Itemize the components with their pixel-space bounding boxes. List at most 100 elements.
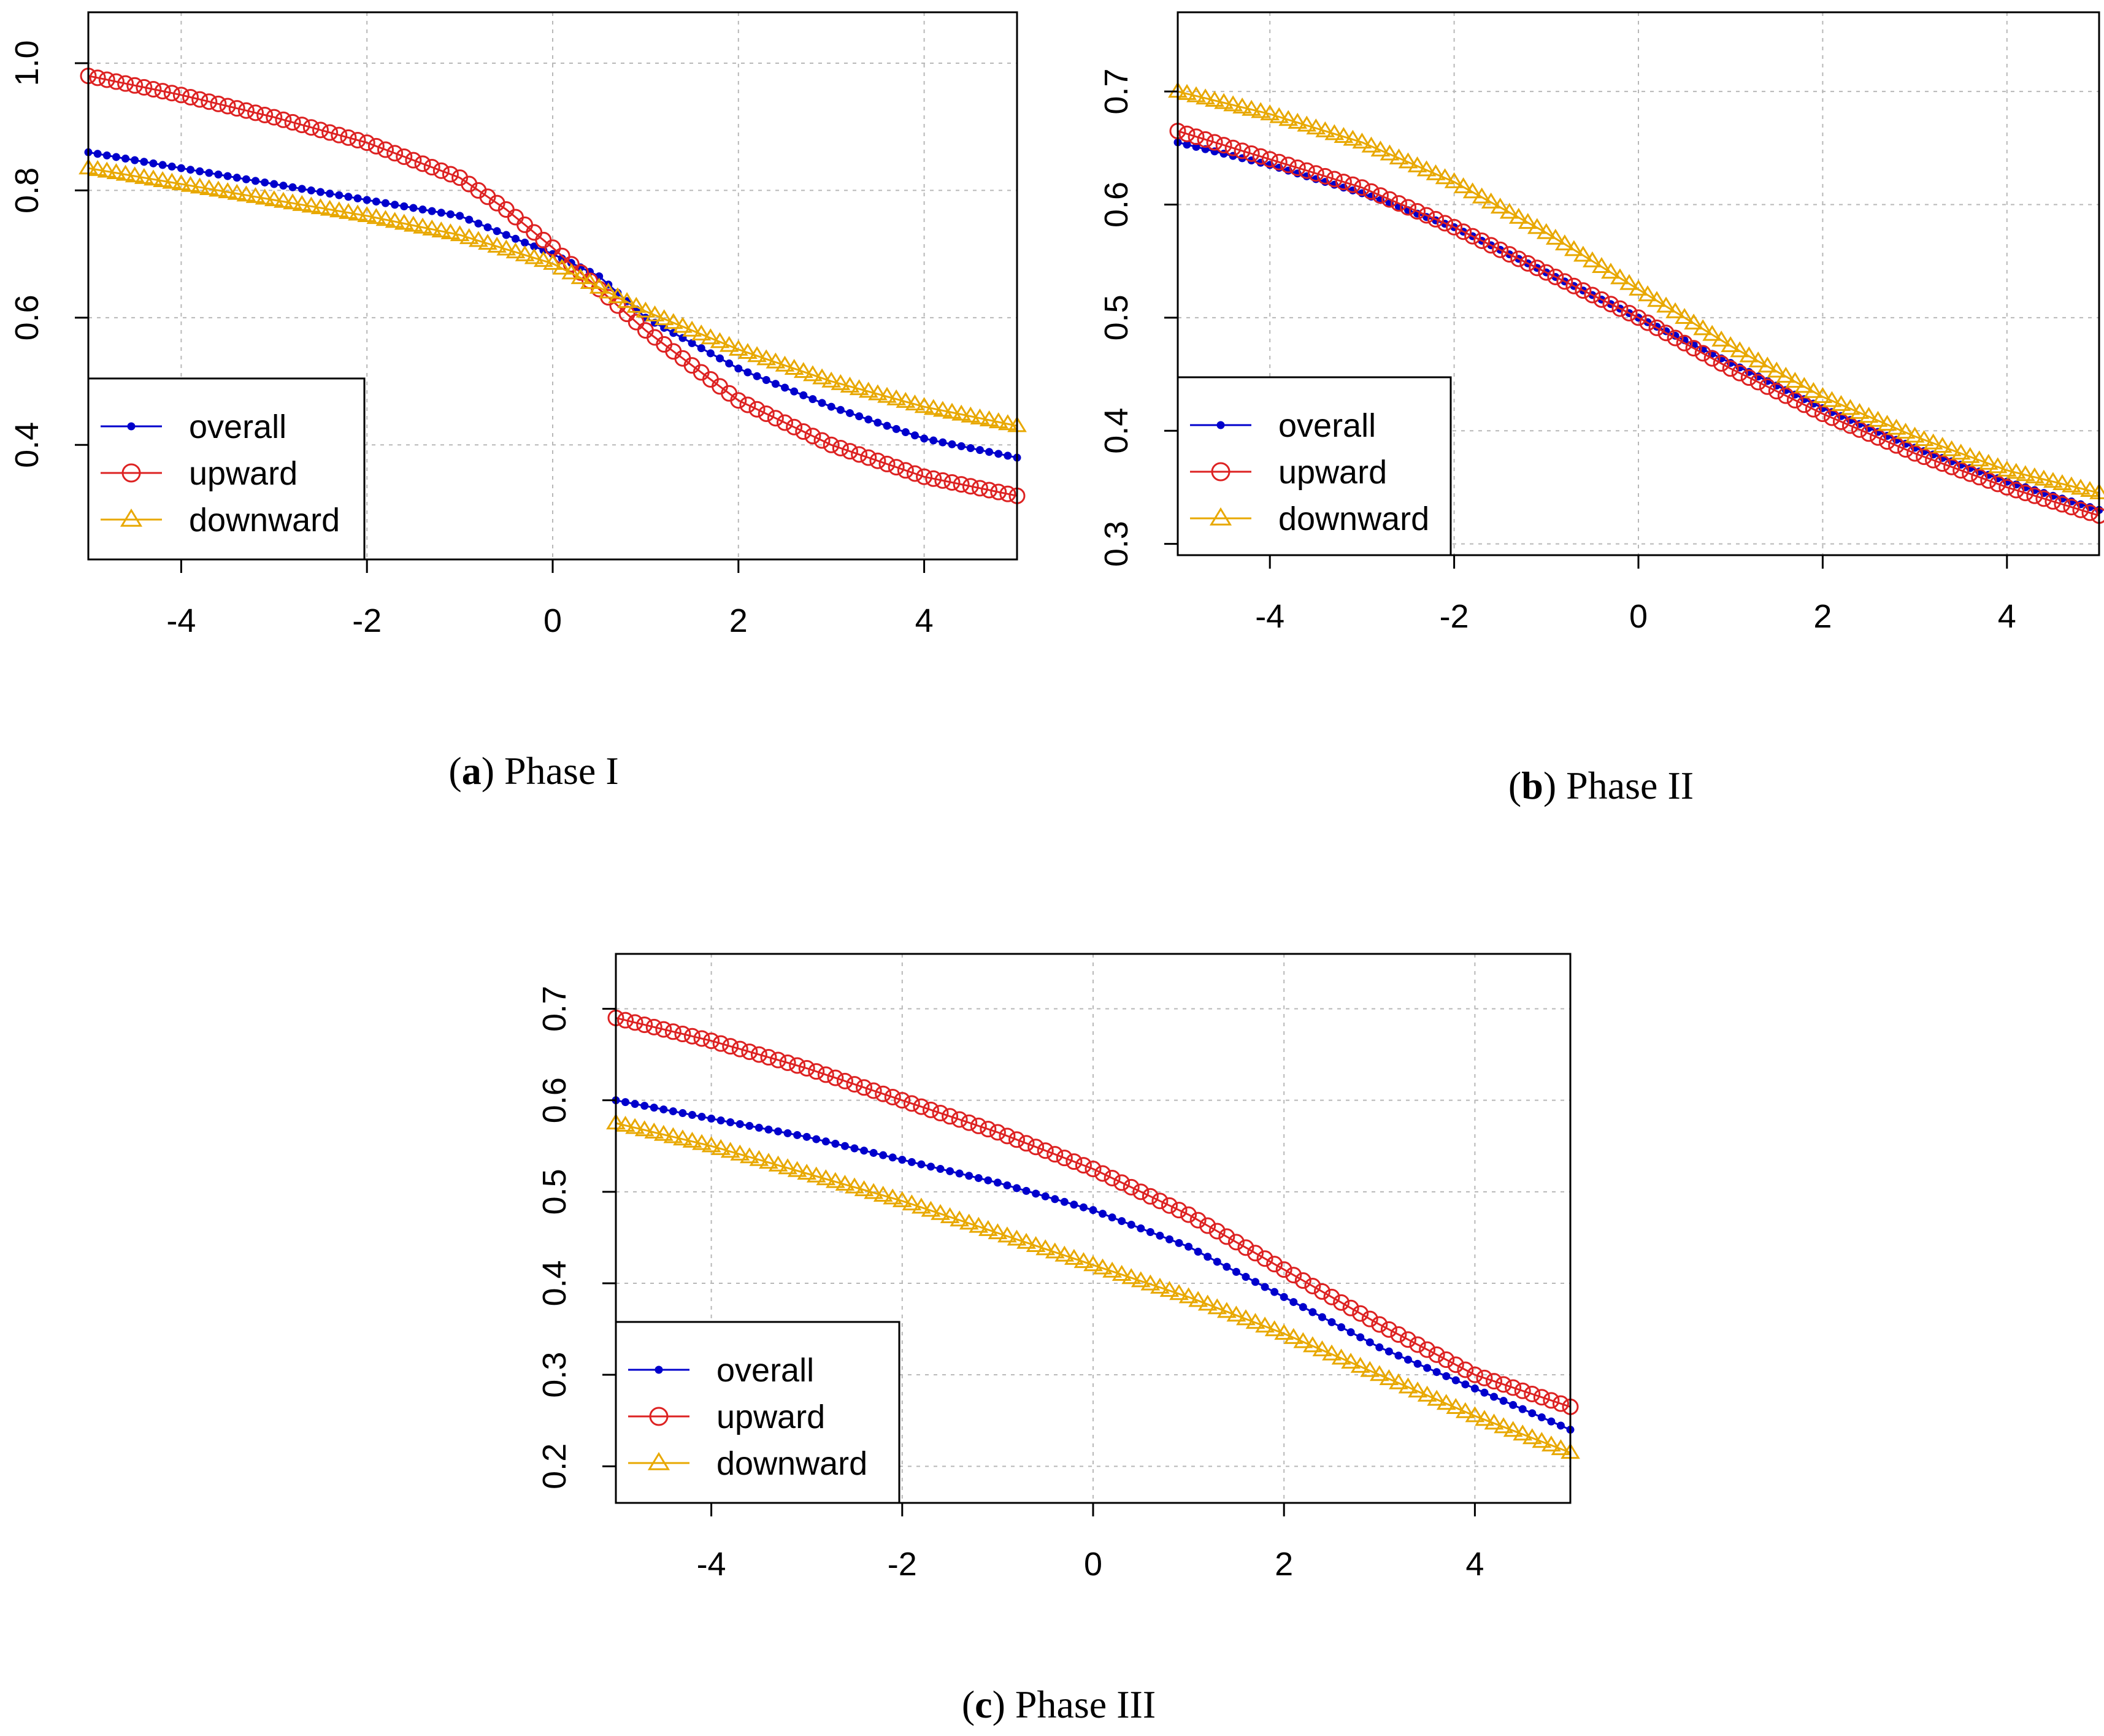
overall-point [1470, 1385, 1479, 1393]
downward-point [1226, 1305, 1246, 1322]
downward-point [1619, 274, 1639, 290]
overall-point [1089, 1206, 1097, 1215]
downward-point [778, 1158, 797, 1175]
downward-point [1054, 1245, 1075, 1262]
upward-point [990, 483, 1007, 501]
downward-point [598, 282, 618, 299]
downward-point [1803, 382, 1824, 398]
upward-point [1409, 203, 1426, 220]
upward-point [626, 1014, 643, 1031]
downward-point [236, 185, 256, 202]
downward-point [1475, 1410, 1494, 1426]
downward-point [858, 382, 878, 398]
upward-point [1457, 1361, 1474, 1378]
downward-point [720, 1142, 740, 1158]
upward-point [1261, 151, 1278, 168]
upward-point [1056, 1150, 1073, 1167]
caption-text: Phase I [494, 749, 619, 793]
overall-point [774, 1127, 783, 1135]
downward-point [505, 242, 526, 259]
downward-point [227, 183, 247, 200]
upward-point [89, 69, 106, 86]
upward-point [1455, 223, 1472, 240]
downward-point [144, 169, 163, 186]
downward-point [1932, 437, 1952, 453]
upward-point [1243, 145, 1260, 162]
caption-open-paren: ( [962, 1683, 975, 1726]
overall-point [939, 438, 947, 447]
overall-point [901, 428, 910, 437]
overall-point [631, 1100, 639, 1108]
downward-point [1813, 387, 1833, 404]
downward-point [835, 1175, 855, 1191]
downward-point [877, 386, 897, 403]
downward-point [1341, 1353, 1361, 1369]
upward-point [777, 414, 793, 431]
x-tick-label: 4 [1998, 598, 2016, 635]
overall-point [855, 412, 864, 421]
upward-point [1538, 264, 1555, 281]
overall-point [483, 223, 492, 232]
downward-point [1455, 1402, 1475, 1418]
overall-point [783, 1129, 792, 1137]
overall-point [1146, 1227, 1154, 1236]
x-tick-label: -4 [166, 602, 196, 639]
overall-point [669, 1107, 677, 1116]
downward-point [1083, 1255, 1103, 1272]
upward-point [1046, 1146, 1064, 1163]
x-tick-label: -4 [697, 1546, 726, 1583]
upward-point [2035, 490, 2052, 507]
upward-point [117, 75, 134, 92]
caption-close-paren: ) [992, 1683, 1005, 1726]
upward-point [1371, 1316, 1388, 1333]
y-tick-label: 0.4 [9, 422, 45, 468]
overall-point [1375, 1343, 1384, 1351]
downward-point [1360, 1361, 1380, 1377]
upward-point [1342, 1299, 1359, 1316]
overall-point [790, 387, 799, 396]
downward-point [608, 287, 628, 304]
downward-point [831, 374, 851, 390]
upward-point [126, 77, 144, 94]
upward-point [1446, 218, 1463, 236]
overall-point [307, 186, 315, 194]
downward-point [1140, 1274, 1161, 1291]
downward-point [1269, 107, 1289, 123]
overall-point [910, 431, 919, 440]
overall-point [688, 1111, 696, 1120]
upward-point [712, 1035, 729, 1052]
overall-point [1518, 1405, 1527, 1413]
series-upward [1169, 123, 2104, 524]
upward-point [284, 113, 301, 131]
upward-point [649, 1407, 669, 1426]
downward-point [682, 1131, 702, 1148]
upward-point [1247, 1245, 1264, 1262]
downward-point [1941, 440, 1962, 456]
downward-point [2034, 469, 2054, 486]
upward-point [2044, 493, 2062, 510]
overall-point [205, 169, 213, 177]
y-tick-label: 0.6 [1098, 182, 1135, 228]
downward-point [1822, 391, 1842, 407]
downward-point [1638, 285, 1657, 302]
downward-point [1721, 336, 1741, 353]
upward-point [1237, 1239, 1254, 1256]
overall-point [1423, 1364, 1432, 1372]
overall-point [735, 1120, 744, 1128]
downward-point [1288, 112, 1308, 129]
downward-point [749, 1150, 769, 1166]
downward-point [1444, 172, 1464, 188]
downward-point [1315, 121, 1335, 137]
downward-point [589, 277, 609, 294]
downward-point [961, 406, 981, 423]
downward-point [1490, 198, 1510, 214]
downward-point [892, 1191, 912, 1207]
downward-point [710, 332, 730, 348]
upward-point [1104, 1169, 1121, 1186]
caption-letter: a [462, 749, 482, 793]
caption-letter: b [1521, 764, 1543, 807]
upward-point [1390, 195, 1407, 212]
upward-point [1676, 334, 1693, 351]
overall-point [716, 1116, 725, 1124]
upward-point [943, 474, 961, 491]
